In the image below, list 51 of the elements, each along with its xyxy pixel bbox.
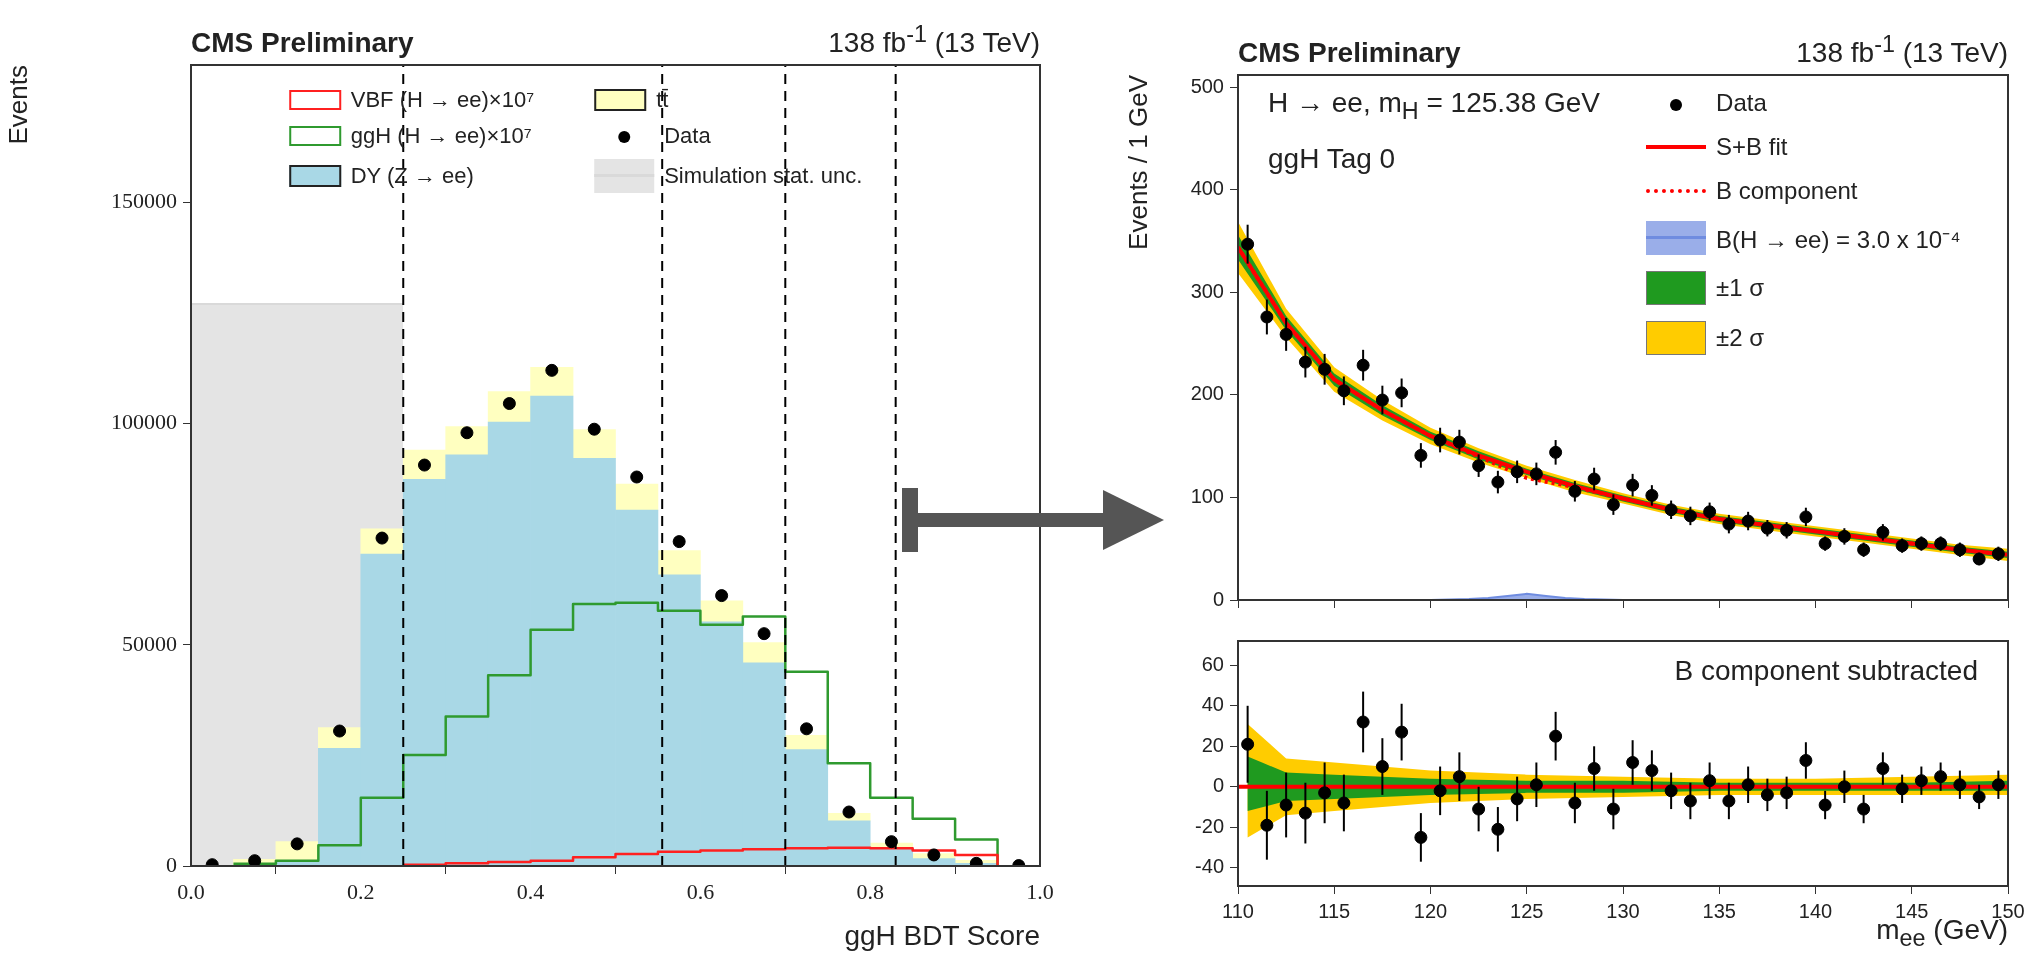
x-axis-title: ggH BDT Score	[844, 920, 1040, 952]
x-tick-label: 135	[1702, 899, 1736, 922]
legend-label: tt̄	[656, 87, 669, 113]
legend-label: S+B fit	[1716, 133, 1788, 161]
x-tick-label: 125	[1510, 899, 1544, 922]
y-axis-title: Events / 1 GeV	[1122, 74, 1153, 250]
legend-label: B(H → ee) = 3.0 x 10⁻⁴	[1716, 224, 1961, 255]
y-tick-label: 60	[1201, 652, 1224, 675]
legend-label: ggH (H → ee)×10⁷	[350, 123, 532, 149]
x-tick-label: 0.8	[856, 878, 884, 904]
x-tick-label: 0.6	[686, 878, 715, 904]
x-tick-label: 0.0	[177, 878, 205, 904]
annotation: ggH Tag 0	[1268, 143, 1396, 175]
y-tick-label: 50000	[122, 630, 177, 656]
legend-label: ±1 σ	[1716, 274, 1765, 302]
y-tick-label: 500	[1190, 74, 1224, 97]
y-tick-label: 300	[1190, 279, 1224, 302]
legend-label: ±2 σ	[1716, 324, 1765, 352]
x-tick-label: 1.0	[1026, 878, 1054, 904]
annotation: H → ee, m$_{H}$ = 125.38 GeV	[1268, 87, 1601, 125]
legend-label: Data	[664, 123, 711, 149]
y-tick-label: 200	[1190, 382, 1224, 405]
chart-title: CMS Preliminary	[1238, 37, 1461, 69]
x-tick-label: 110	[1222, 899, 1254, 922]
y-tick-label: 100	[1190, 484, 1224, 507]
y-tick-label: 0	[166, 851, 177, 877]
chart-subtitle: 138 fb$^{-1}$ (13 TeV)	[828, 20, 1040, 59]
legend-label: Data	[1716, 89, 1767, 117]
legend-label: B component	[1716, 177, 1858, 205]
legend-label: VBF (H → ee)×10⁷	[350, 87, 535, 113]
y-tick-label: 0	[1212, 587, 1224, 610]
x-tick-label: 130	[1606, 899, 1640, 922]
legend-label: Simulation stat. unc.	[664, 163, 863, 189]
y-tick-label: 400	[1190, 177, 1224, 200]
x-tick-label: 120	[1413, 899, 1448, 922]
x-tick-label: 115	[1318, 899, 1351, 922]
legend-label: DY (Z → ee)	[350, 163, 474, 189]
y-tick-label: -20	[1195, 814, 1224, 837]
y-tick-label: 100000	[111, 409, 177, 435]
y-tick-label: 0	[1212, 774, 1224, 797]
y-tick-label: 40	[1201, 693, 1224, 716]
y-tick-label: 150000	[111, 187, 177, 213]
y-axis-title: Events	[2, 65, 33, 145]
chart-subtitle: 138 fb$^{-1}$ (13 TeV)	[1796, 30, 2008, 69]
y-tick-label: 20	[1201, 733, 1224, 756]
x-tick-label: 0.4	[516, 878, 545, 904]
annotation: B component subtracted	[1674, 655, 1978, 687]
x-tick-label: 140	[1798, 899, 1833, 922]
chart-title: CMS Preliminary	[191, 27, 414, 59]
x-tick-label: 0.2	[347, 878, 375, 904]
y-tick-label: -40	[1195, 855, 1224, 878]
